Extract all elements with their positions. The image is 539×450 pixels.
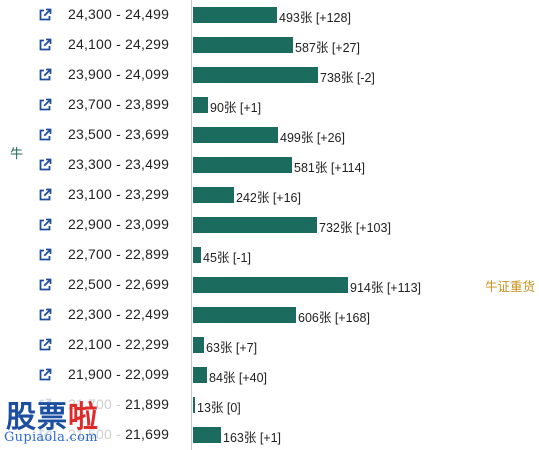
- bar-value-label: 242张 [+16]: [236, 191, 301, 205]
- external-link-icon[interactable]: [38, 188, 52, 202]
- bar-value-label: 606张 [+168]: [298, 311, 370, 325]
- bar-row: 23,500 - 23,699 499张 [+26]: [0, 120, 539, 150]
- bar: [193, 127, 278, 143]
- range-tick-label: 21,900 - 22,099: [68, 366, 170, 382]
- bar-row: 23,100 - 23,299 242张 [+16]: [0, 180, 539, 210]
- external-link-icon[interactable]: [38, 8, 52, 22]
- external-link-icon[interactable]: [38, 98, 52, 112]
- bar-row: 24,300 - 24,499 493张 [+128]: [0, 0, 539, 30]
- range-tick-label: 22,100 - 22,299: [68, 336, 170, 352]
- bar-row: 22,300 - 22,499 606张 [+168]: [0, 300, 539, 330]
- bull-heavy-marker-label: 牛证重货: [485, 279, 536, 294]
- range-tick-label: 23,300 - 23,499: [68, 156, 170, 172]
- bar-row: 22,700 - 22,899 45张 [-1]: [0, 240, 539, 270]
- bar: [193, 97, 208, 113]
- bull-side-label: 牛: [10, 147, 24, 162]
- external-link-icon[interactable]: [38, 38, 52, 52]
- bar: [193, 157, 292, 173]
- bar: [193, 367, 207, 383]
- range-tick-label: 22,300 - 22,499: [68, 306, 170, 322]
- bar: [193, 397, 195, 413]
- bar-row: 22,500 - 22,699 914张 [+113]: [0, 270, 539, 300]
- bar-value-label: 90张 [+1]: [210, 101, 262, 115]
- category-axis-line: [191, 0, 192, 450]
- bar: [193, 187, 234, 203]
- watermark-logo-char: 股: [6, 400, 37, 435]
- bar-value-label: 84张 [+40]: [209, 371, 268, 385]
- bar-row: 22,900 - 23,099 732张 [+103]: [0, 210, 539, 240]
- range-tick-label: 24,100 - 24,299: [68, 36, 170, 52]
- watermark: 股票啦 Gupiaola.com: [0, 388, 126, 450]
- watermark-url: Gupiaola.com: [4, 430, 98, 445]
- bar-row: 23,900 - 24,099 738张 [-2]: [0, 60, 539, 90]
- bar-value-label: 493张 [+128]: [279, 11, 351, 25]
- bar: [193, 67, 318, 83]
- external-link-icon[interactable]: [38, 338, 52, 352]
- bar-value-label: 587张 [+27]: [295, 41, 360, 55]
- range-tick-label: 23,900 - 24,099: [68, 66, 170, 82]
- bar-value-label: 13张 [0]: [197, 401, 241, 415]
- bar: [193, 247, 201, 263]
- watermark-logo: 股票啦: [6, 392, 99, 436]
- bar-value-label: 163张 [+1]: [223, 431, 282, 445]
- bar-row: 22,100 - 22,299 63张 [+7]: [0, 330, 539, 360]
- external-link-icon[interactable]: [38, 68, 52, 82]
- external-link-icon[interactable]: [38, 218, 52, 232]
- bar-row: 21,900 - 22,099 84张 [+40]: [0, 360, 539, 390]
- external-link-icon[interactable]: [38, 248, 52, 262]
- bar-value-label: 581张 [+114]: [294, 161, 366, 175]
- bar: [193, 337, 204, 353]
- external-link-icon[interactable]: [38, 158, 52, 172]
- bar: [193, 307, 296, 323]
- bar: [193, 427, 221, 443]
- range-tick-label: 22,700 - 22,899: [68, 246, 170, 262]
- bar-value-label: 499张 [+26]: [280, 131, 345, 145]
- range-tick-label: 22,900 - 23,099: [68, 216, 170, 232]
- range-tick-label: 23,500 - 23,699: [68, 126, 170, 142]
- bar-value-label: 738张 [-2]: [320, 71, 375, 85]
- range-tick-label: 23,100 - 23,299: [68, 186, 170, 202]
- bar-value-label: 63张 [+7]: [206, 341, 258, 355]
- external-link-icon[interactable]: [38, 278, 52, 292]
- bar: [193, 277, 348, 293]
- watermark-logo-char: 票: [37, 400, 68, 435]
- range-tick-label: 24,300 - 24,499: [68, 6, 170, 22]
- external-link-icon[interactable]: [38, 308, 52, 322]
- bar-row: 23,700 - 23,899 90张 [+1]: [0, 90, 539, 120]
- external-link-icon[interactable]: [38, 368, 52, 382]
- bar-row: 23,300 - 23,499 581张 [+114]: [0, 150, 539, 180]
- bar-value-label: 914张 [+113]: [350, 281, 422, 295]
- bar-row: 24,100 - 24,299 587张 [+27]: [0, 30, 539, 60]
- bar: [193, 217, 317, 233]
- range-tick-label: 22,500 - 22,699: [68, 276, 170, 292]
- range-tick-label: 23,700 - 23,899: [68, 96, 170, 112]
- bar-value-label: 45张 [-1]: [203, 251, 251, 265]
- bar: [193, 7, 277, 23]
- bar: [193, 37, 293, 53]
- bar-value-label: 732张 [+103]: [319, 221, 391, 235]
- watermark-logo-char: 啦: [68, 400, 99, 435]
- external-link-icon[interactable]: [38, 128, 52, 142]
